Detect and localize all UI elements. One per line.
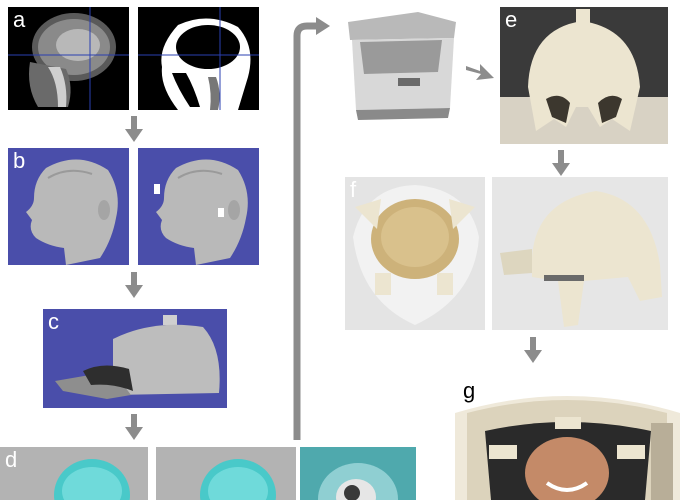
label-a: a [13,7,26,32]
mri-segmented-icon [138,7,259,110]
arrow-f-to-g [524,337,542,363]
panel-d-model-1: d [0,447,148,500]
panel-f-helmet-side [492,177,668,330]
label-b: b [13,148,26,173]
arrow-e-to-f [552,150,570,176]
helmet-inside-icon [353,185,479,325]
panel-a-mri-left: a [8,7,129,110]
head-model-icon [26,159,118,265]
arrow-c-to-d [125,414,143,440]
panel-g-subject-wearing-helmet: g [455,373,680,500]
helmet-cad-icon [55,315,220,399]
panel-c-helmet-cad: c [43,309,227,408]
subject-in-scanner-icon [455,373,680,500]
label-g: g [463,378,476,403]
panel-a-mri-right [138,7,259,110]
label-d: d [5,447,18,472]
label-f: f [350,177,357,202]
panel-e-printed-helmet: e [500,7,668,144]
label-c: c [48,309,59,334]
arrow-b-to-c [125,272,143,298]
printer-image [338,4,464,124]
panel-b-head-right [138,148,259,265]
cyan-head-icon-2 [200,459,276,500]
helmet-assembly-icon [318,463,398,500]
panel-f-helmet-inside: f [345,177,485,330]
3d-printer-icon [348,12,456,120]
connector-arrow-to-printer [293,17,330,440]
arrow-a-to-b [125,116,143,142]
panel-d-model-3 [300,447,416,500]
panel-d-model-2 [156,447,296,500]
panel-b-head-left: b [8,148,129,265]
mri-sagittal-icon [8,7,129,110]
label-e: e [505,7,518,32]
arrow-printer-to-e [466,64,494,80]
head-model-markers-icon [154,159,248,265]
printed-helmet-icon [500,9,668,144]
cyan-head-icon [54,459,130,500]
helmet-side-icon [500,191,662,327]
